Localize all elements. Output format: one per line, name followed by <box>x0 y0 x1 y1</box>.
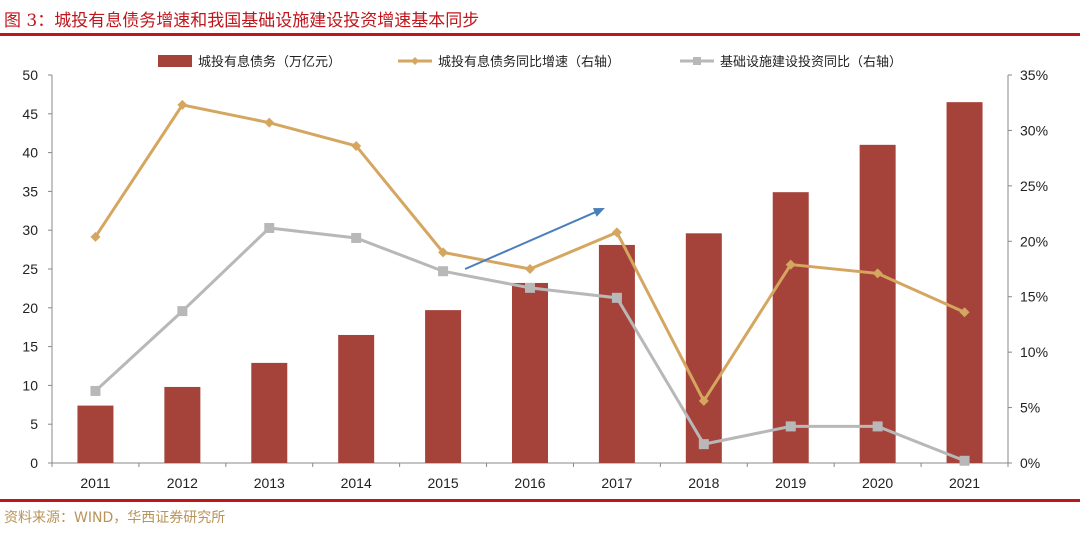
legend-label: 基础设施建设投资同比（右轴） <box>720 54 902 69</box>
x-tick-label: 2020 <box>862 475 893 491</box>
x-tick-label: 2011 <box>80 475 110 491</box>
legend-label: 城投有息债务同比增速（右轴） <box>438 54 620 69</box>
y-right-tick-label: 25% <box>1020 178 1048 194</box>
legend-marker <box>411 57 419 65</box>
y-right-tick-label: 15% <box>1020 289 1048 305</box>
x-tick-label: 2014 <box>341 475 372 491</box>
point-marker <box>264 117 275 128</box>
point-marker <box>438 247 449 258</box>
bar-2016 <box>512 282 548 463</box>
point-marker <box>959 455 970 466</box>
point-marker <box>525 282 535 293</box>
source-rule <box>0 499 1080 502</box>
y-right-tick-label: 10% <box>1020 344 1048 360</box>
bar-2015 <box>425 310 462 463</box>
point-marker <box>177 306 188 317</box>
y-left-tick-label: 15 <box>22 339 38 355</box>
bar-2014 <box>338 334 375 463</box>
trend-arrow <box>464 210 598 270</box>
point-marker <box>959 307 970 318</box>
y-right-tick-label: 0% <box>1020 455 1040 471</box>
point-marker <box>698 439 709 450</box>
x-tick-label: 2019 <box>775 475 806 491</box>
chart-title: 图 3：城投有息债务增速和我国基础设施建设投资增速基本同步 <box>4 11 480 31</box>
point-marker <box>611 227 622 238</box>
x-tick-label: 2013 <box>254 475 285 491</box>
x-tick-label: 2021 <box>949 475 980 491</box>
point-marker <box>525 264 535 274</box>
x-tick-label: 2015 <box>428 475 459 491</box>
y-left-tick-label: 5 <box>30 416 38 432</box>
y-right-tick-label: 20% <box>1020 233 1048 249</box>
bar-2019 <box>772 192 809 463</box>
legend-label: 城投有息债务（万亿元） <box>198 54 341 69</box>
point-marker <box>785 259 796 270</box>
point-marker <box>177 99 188 110</box>
y-left-tick-label: 20 <box>22 300 38 316</box>
arrow-head-icon <box>592 208 605 217</box>
point-marker <box>698 395 709 406</box>
point-marker <box>438 266 449 277</box>
point-marker <box>90 231 101 242</box>
y-left-tick-label: 45 <box>22 106 38 122</box>
bar-2011 <box>77 405 114 463</box>
title-rule <box>0 33 1080 36</box>
y-left-tick-label: 30 <box>22 222 38 238</box>
source-note: 资料来源：WIND，华西证券研究所 <box>4 510 226 526</box>
point-marker <box>872 268 883 279</box>
x-tick-label: 2012 <box>167 475 198 491</box>
y-left-tick-label: 0 <box>30 455 38 471</box>
bar-2013 <box>251 362 288 463</box>
y-right-tick-label: 5% <box>1020 400 1040 416</box>
point-marker <box>351 232 362 243</box>
y-left-tick-label: 10 <box>22 377 38 393</box>
bar-2020 <box>859 144 896 463</box>
y-left-tick-label: 50 <box>22 67 38 83</box>
y-left-tick-label: 40 <box>22 145 38 161</box>
y-left-tick-label: 35 <box>22 183 38 199</box>
bar-2017 <box>598 244 635 463</box>
legend-marker <box>693 57 701 65</box>
x-tick-label: 2018 <box>688 475 719 491</box>
x-tick-label: 2016 <box>514 475 545 491</box>
point-marker <box>785 421 796 432</box>
y-right-tick-label: 35% <box>1020 67 1048 83</box>
bar-2012 <box>164 386 201 463</box>
legend-swatch <box>158 55 192 67</box>
point-marker <box>611 292 622 303</box>
y-left-tick-label: 25 <box>22 261 38 277</box>
point-marker <box>872 421 883 432</box>
point-marker <box>90 385 101 396</box>
y-right-tick-label: 30% <box>1020 122 1048 138</box>
point-marker <box>351 140 362 151</box>
x-tick-label: 2017 <box>601 475 632 491</box>
point-marker <box>264 222 275 233</box>
bar-2021 <box>946 102 983 463</box>
bar-2018 <box>685 233 722 463</box>
